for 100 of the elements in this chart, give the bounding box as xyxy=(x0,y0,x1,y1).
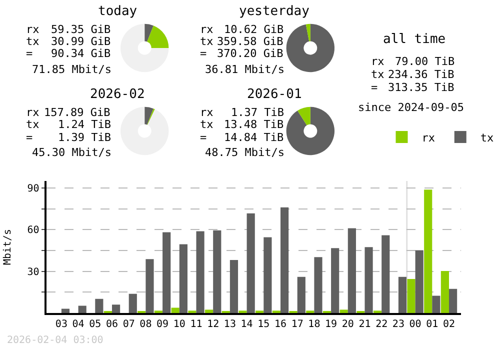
text: tx xyxy=(371,68,385,81)
text: 45.30 Mbit/s xyxy=(32,146,112,159)
x-tick-label: 15 xyxy=(258,319,270,330)
bar xyxy=(112,304,120,313)
text: = xyxy=(200,131,207,144)
text: 10.62 GiB xyxy=(224,23,284,36)
text: since 2024-09-05 xyxy=(358,101,464,114)
donut-slice xyxy=(120,24,169,72)
text: all time xyxy=(383,32,446,47)
x-tick-label: 17 xyxy=(291,319,304,330)
donut-slice xyxy=(147,26,169,48)
bar xyxy=(171,308,180,313)
bar xyxy=(424,190,432,313)
bar xyxy=(382,235,390,313)
bar xyxy=(398,276,407,313)
text: tx xyxy=(26,118,40,131)
text: 1.39 TiB xyxy=(58,131,112,144)
text: 30.99 GiB xyxy=(51,35,111,48)
bar xyxy=(280,207,289,313)
x-tick-label: 21 xyxy=(358,319,371,330)
x-tick-label: 09 xyxy=(156,319,169,330)
x-tick-label: 13 xyxy=(224,319,236,330)
bar xyxy=(348,228,356,313)
donut-slice xyxy=(144,106,154,125)
text: = xyxy=(371,81,378,94)
bar xyxy=(407,278,416,313)
x-tick-label: 18 xyxy=(308,319,320,330)
x-tick-label: 02 xyxy=(442,319,456,330)
bar xyxy=(205,310,214,313)
y-tick-label: 90 xyxy=(27,183,40,194)
text: 157.89 GiB xyxy=(44,106,111,119)
text: 234.36 TiB xyxy=(388,68,455,81)
x-tick-label: 03 xyxy=(55,319,68,330)
chart-title: today xyxy=(98,4,138,19)
text: = xyxy=(26,47,33,60)
text: 1.24 TiB xyxy=(58,118,112,131)
donut-slice xyxy=(144,24,154,42)
text: tx xyxy=(26,35,40,48)
text: 313.35 TiB xyxy=(388,81,455,94)
bar xyxy=(230,260,238,313)
bar xyxy=(340,310,348,313)
text: rx xyxy=(371,55,385,68)
x-tick-label: 14 xyxy=(240,319,253,330)
y-tick-label: 30 xyxy=(27,266,40,278)
chart-title: 2026-01 xyxy=(247,87,302,102)
x-tick-label: 01 xyxy=(426,319,438,330)
bar xyxy=(364,247,373,313)
bar xyxy=(95,298,104,313)
text: = xyxy=(200,47,207,60)
x-tick-label: 07 xyxy=(122,319,135,330)
bar xyxy=(196,231,204,313)
text: 13.48 TiB xyxy=(224,118,284,131)
text: = xyxy=(26,131,33,144)
bar xyxy=(128,294,137,313)
x-tick-label: 11 xyxy=(190,319,202,330)
bar xyxy=(264,237,272,313)
x-tick-label: 06 xyxy=(106,319,118,330)
donut-slice xyxy=(120,106,169,156)
x-tick-label: 23 xyxy=(392,319,404,330)
text: 59.35 GiB xyxy=(51,23,111,36)
x-tick-label: 04 xyxy=(72,319,84,330)
bar xyxy=(297,276,306,313)
y-tick-label: 60 xyxy=(27,225,40,236)
text: tx xyxy=(200,118,214,131)
x-tick-label: 22 xyxy=(376,319,388,330)
bar xyxy=(448,288,458,313)
bar xyxy=(314,257,322,313)
bar xyxy=(61,308,70,313)
x-tick-label: 05 xyxy=(89,319,102,330)
text: 48.75 Mbit/s xyxy=(205,146,284,159)
x-tick-label: 12 xyxy=(207,319,220,330)
x-tick-label: 20 xyxy=(342,319,354,330)
text: 79.00 TiB xyxy=(395,55,455,68)
bar xyxy=(78,306,86,313)
x-tick-label: 10 xyxy=(173,319,186,330)
y-axis-title: Mbit/s xyxy=(2,228,14,266)
bar xyxy=(415,250,424,313)
text: rx xyxy=(200,23,214,36)
text: 370.20 GiB xyxy=(217,47,284,60)
bar xyxy=(162,232,171,313)
chart-title: 2026-02 xyxy=(90,87,145,102)
x-tick-label: 19 xyxy=(325,319,338,330)
x-tick-label: 00 xyxy=(409,319,422,330)
text: rx xyxy=(200,106,214,119)
donut-slice xyxy=(286,106,335,156)
text: rx xyxy=(26,106,40,119)
text: 1.37 TiB xyxy=(231,106,284,119)
legend-label: tx xyxy=(480,131,494,144)
text: 36.81 Mbit/s xyxy=(205,63,284,76)
text: rx xyxy=(26,23,40,36)
text: 90.34 GiB xyxy=(51,47,111,60)
text: 359.58 GiB xyxy=(217,35,284,48)
legend-label: rx xyxy=(422,131,436,144)
donut-slice xyxy=(147,108,155,125)
donut-slice xyxy=(306,24,310,42)
x-tick-label: 16 xyxy=(274,319,287,330)
text: 71.85 Mbit/s xyxy=(32,63,112,76)
bar xyxy=(213,230,222,313)
text: 14.84 TiB xyxy=(224,131,284,144)
bar xyxy=(179,244,188,313)
